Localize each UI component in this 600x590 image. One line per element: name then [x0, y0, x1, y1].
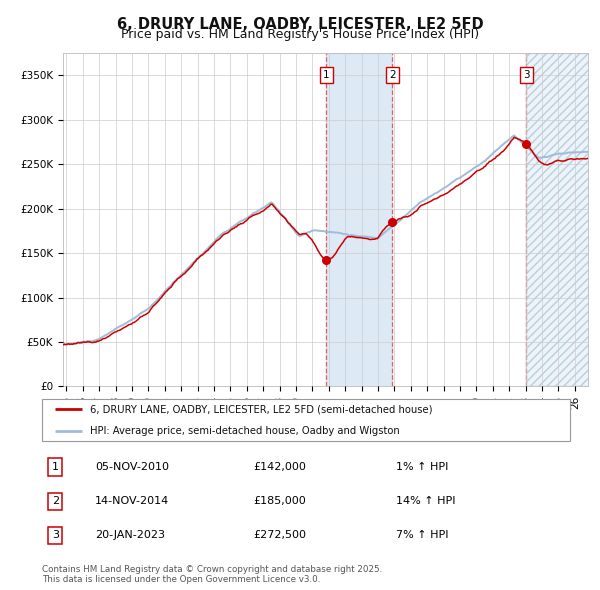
- Text: 6, DRURY LANE, OADBY, LEICESTER, LE2 5FD: 6, DRURY LANE, OADBY, LEICESTER, LE2 5FD: [116, 17, 484, 31]
- Text: 7% ↑ HPI: 7% ↑ HPI: [396, 530, 448, 540]
- Bar: [526, 53, 600, 386]
- Text: 14% ↑ HPI: 14% ↑ HPI: [396, 496, 455, 506]
- Text: 1: 1: [52, 462, 59, 472]
- Text: HPI: Average price, semi-detached house, Oadby and Wigston: HPI: Average price, semi-detached house,…: [89, 426, 399, 435]
- Text: 05-NOV-2010: 05-NOV-2010: [95, 462, 169, 472]
- Text: 1: 1: [323, 70, 330, 80]
- Text: 1% ↑ HPI: 1% ↑ HPI: [396, 462, 448, 472]
- Text: Price paid vs. HM Land Registry's House Price Index (HPI): Price paid vs. HM Land Registry's House …: [121, 28, 479, 41]
- Text: 3: 3: [52, 530, 59, 540]
- Text: 6, DRURY LANE, OADBY, LEICESTER, LE2 5FD (semi-detached house): 6, DRURY LANE, OADBY, LEICESTER, LE2 5FD…: [89, 405, 432, 414]
- Text: 2: 2: [52, 496, 59, 506]
- Bar: [526, 53, 600, 386]
- Text: 2: 2: [389, 70, 395, 80]
- Text: 3: 3: [523, 70, 530, 80]
- Text: £142,000: £142,000: [253, 462, 306, 472]
- Bar: [326, 53, 392, 386]
- FancyBboxPatch shape: [42, 399, 570, 441]
- Text: £272,500: £272,500: [253, 530, 306, 540]
- Text: Contains HM Land Registry data © Crown copyright and database right 2025.
This d: Contains HM Land Registry data © Crown c…: [42, 565, 382, 584]
- Text: 14-NOV-2014: 14-NOV-2014: [95, 496, 169, 506]
- Text: 20-JAN-2023: 20-JAN-2023: [95, 530, 165, 540]
- Text: £185,000: £185,000: [253, 496, 306, 506]
